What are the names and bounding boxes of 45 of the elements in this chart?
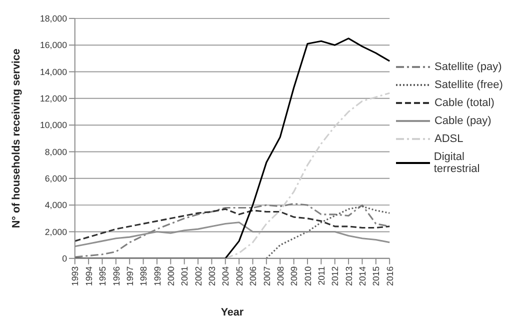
y-tick-label: 4,000 (44, 200, 68, 210)
x-tick-label: 2002 (193, 266, 204, 286)
legend-label: Satellite (free) (434, 79, 503, 91)
x-tick-label: 2005 (234, 266, 244, 286)
x-tick-label: 2012 (330, 266, 340, 286)
x-tick-label: 2001 (180, 266, 190, 286)
y-tick-label: 16,000 (40, 40, 68, 50)
y-axis-title: N° of households receiving service (10, 48, 23, 228)
y-tick-label: 10,000 (40, 120, 68, 130)
x-tick-label: 2006 (248, 266, 258, 286)
legend-label: ADSL (434, 133, 464, 145)
y-tick-label: 8,000 (44, 146, 68, 157)
x-tick-label: 2000 (166, 266, 176, 286)
x-tick-label: 2010 (302, 266, 313, 286)
x-tick-label: 2013 (344, 266, 354, 286)
x-tick-label: 1998 (138, 266, 149, 286)
x-tick-label: 2015 (371, 266, 382, 286)
line-series (266, 206, 390, 258)
y-tick-label: 2,000 (44, 226, 68, 237)
x-tick-label: 2008 (275, 266, 286, 286)
legend-label: Digital terrestrial (434, 151, 481, 175)
y-tick-label: 14,000 (40, 66, 68, 77)
y-tick-label: 12,000 (40, 94, 68, 104)
x-tick-label: 1994 (84, 266, 94, 286)
x-tick-label: 2011 (316, 266, 327, 286)
x-tick-label: 2003 (207, 266, 218, 286)
x-tick-label: 1995 (98, 266, 108, 286)
x-tick-label: 2009 (289, 266, 300, 286)
x-tick-label: 2007 (262, 266, 272, 286)
line-series (224, 92, 390, 258)
x-tick-label: 1996 (111, 266, 122, 286)
legend-label: Cable (total) (434, 97, 494, 109)
x-tick-label: 2014 (358, 266, 368, 286)
legend-label: Satellite (pay) (434, 61, 502, 73)
legend-label: Cable (pay) (434, 115, 492, 127)
x-tick-label: 1993 (70, 266, 80, 286)
y-tick-label: 6,000 (44, 174, 68, 184)
line-series (74, 208, 390, 242)
x-axis-title: Year (220, 306, 244, 318)
x-tick-label: 2004 (220, 266, 231, 286)
x-tick-label: 2016 (384, 266, 395, 286)
y-tick-label: 18,000 (40, 14, 68, 24)
x-tick-label: 1999 (152, 266, 162, 286)
y-tick-label: 0 (62, 254, 68, 264)
x-tick-label: 1997 (124, 266, 135, 286)
